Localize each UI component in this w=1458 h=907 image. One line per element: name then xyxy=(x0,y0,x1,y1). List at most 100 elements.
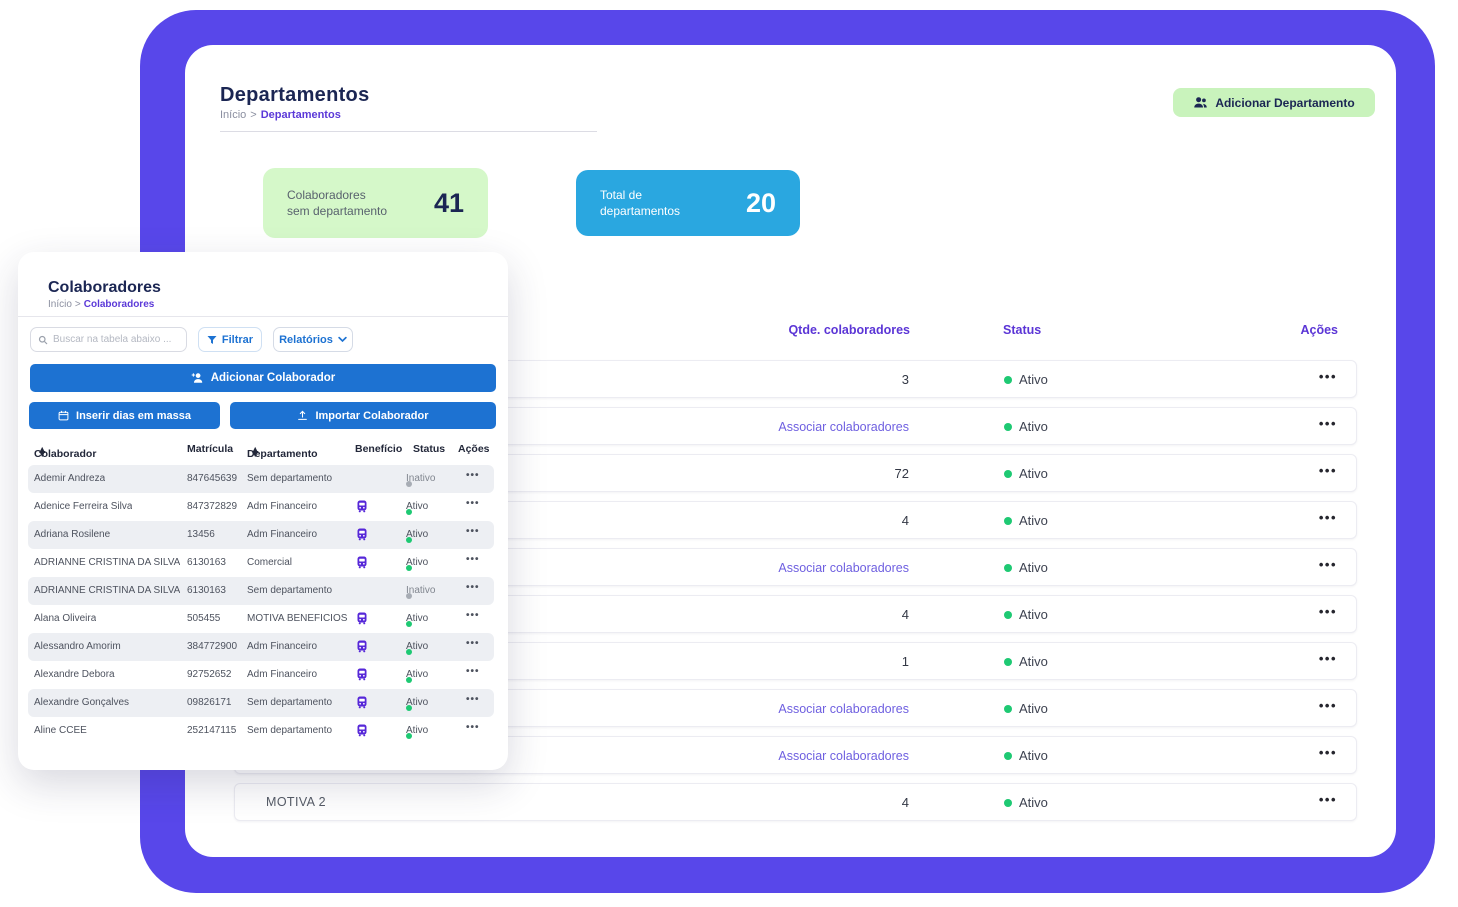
add-department-label: Adicionar Departamento xyxy=(1215,95,1355,110)
status-dot-icon xyxy=(406,537,412,543)
reports-button[interactable]: Relatórios xyxy=(273,327,353,352)
status-label: Ativo xyxy=(406,641,429,652)
collaborator-name: Adenice Ferreira Silva xyxy=(34,501,133,512)
status-label: Ativo xyxy=(406,669,429,680)
status-badge: Ativo xyxy=(1004,466,1048,481)
status-badge: Ativo xyxy=(1004,607,1048,622)
status-label: Inativo xyxy=(406,473,436,484)
row-actions-ellipsis-icon[interactable]: ••• xyxy=(466,526,480,537)
row-actions-ellipsis-icon[interactable]: ••• xyxy=(1318,463,1337,478)
filter-button[interactable]: Filtrar xyxy=(198,327,262,352)
breadcrumb: Início > Departamentos xyxy=(220,109,341,121)
department-qty-cell: Associar colaboradores xyxy=(778,560,909,575)
collaborator-row: Alexandre Gonçalves 09826171 Sem departa… xyxy=(28,689,494,717)
collaborator-row: Ademir Andreza 847645639 Sem departament… xyxy=(28,465,494,493)
column-header-actions: Ações xyxy=(1300,323,1338,337)
breadcrumb-current: Colaboradores xyxy=(83,299,155,310)
collaborator-id: 6130163 xyxy=(187,557,226,568)
status-dot-icon xyxy=(406,705,412,711)
bus-benefit-icon xyxy=(356,668,368,681)
import-collaborator-button[interactable]: Importar Colaborador xyxy=(230,402,496,429)
collaborators-table: Colaborador ▲ ▼ Matrícula Departamento ▲ ▼ B… xyxy=(28,438,494,739)
departments-table: Qtde. colaboradores Status Ações 3 Ativo… xyxy=(234,317,1357,821)
collaborator-id: 505455 xyxy=(187,613,221,624)
status-label: Ativo xyxy=(1019,372,1048,387)
chevron-down-icon xyxy=(338,336,347,343)
department-name: MOTIVA 2 xyxy=(266,795,326,809)
status-label: Ativo xyxy=(1019,419,1048,434)
overlay-breadcrumb: Início > Colaboradores xyxy=(48,299,154,310)
status-badge: Ativo xyxy=(406,697,428,711)
associate-collaborators-link[interactable]: Associar colaboradores xyxy=(778,702,909,716)
status-label: Ativo xyxy=(1019,560,1048,575)
row-actions-ellipsis-icon[interactable]: ••• xyxy=(1318,369,1337,384)
search-box xyxy=(30,327,187,352)
row-actions-ellipsis-icon[interactable]: ••• xyxy=(466,498,480,509)
row-actions-ellipsis-icon[interactable]: ••• xyxy=(1318,557,1337,572)
status-label: Ativo xyxy=(1019,795,1048,810)
sort-icon[interactable]: ▲ ▼ xyxy=(37,444,48,460)
search-input[interactable] xyxy=(53,334,179,345)
departments-table-body: 3 Ativo ••• Associar colaboradores Ativo… xyxy=(234,360,1357,830)
row-actions-ellipsis-icon[interactable]: ••• xyxy=(1318,604,1337,619)
collaborator-name: Ademir Andreza xyxy=(34,473,106,484)
row-actions-ellipsis-icon[interactable]: ••• xyxy=(1318,651,1337,666)
row-actions-ellipsis-icon[interactable]: ••• xyxy=(466,610,480,621)
collaborator-id: 09826171 xyxy=(187,697,232,708)
collaborator-name: Adriana Rosilene xyxy=(34,529,111,540)
row-actions-ellipsis-icon[interactable]: ••• xyxy=(1318,416,1337,431)
status-dot-icon xyxy=(406,509,412,515)
row-actions-ellipsis-icon[interactable]: ••• xyxy=(1318,510,1337,525)
collaborator-department: Sem departamento xyxy=(247,697,333,708)
calendar-icon xyxy=(58,410,69,421)
column-header-actions: Ações xyxy=(458,443,490,455)
row-actions-ellipsis-icon[interactable]: ••• xyxy=(466,554,480,565)
department-qty-cell: 4 xyxy=(901,513,909,528)
associate-collaborators-link[interactable]: Associar colaboradores xyxy=(778,749,909,763)
bus-benefit-icon xyxy=(356,640,368,653)
row-actions-ellipsis-icon[interactable]: ••• xyxy=(466,582,480,593)
row-actions-ellipsis-icon[interactable]: ••• xyxy=(466,638,480,649)
status-badge: Ativo xyxy=(406,613,428,627)
row-actions-ellipsis-icon[interactable]: ••• xyxy=(1318,698,1337,713)
collaborators-table-header: Colaborador ▲ ▼ Matrícula Departamento ▲ ▼ B… xyxy=(34,443,490,460)
department-row: MOTIVA 2 4 Ativo ••• xyxy=(234,783,1357,821)
breadcrumb-separator: > xyxy=(74,299,81,310)
collaborator-id: 384772900 xyxy=(187,641,238,652)
collaborator-name: Alexandre Gonçalves xyxy=(34,697,130,708)
column-header-benefit: Benefício xyxy=(355,443,403,455)
add-collaborator-button[interactable]: Adicionar Colaborador xyxy=(30,364,496,392)
row-actions-ellipsis-icon[interactable]: ••• xyxy=(466,722,480,733)
row-actions-ellipsis-icon[interactable]: ••• xyxy=(466,470,480,481)
department-qty-cell: Associar colaboradores xyxy=(778,701,909,716)
bulk-insert-days-button[interactable]: Inserir dias em massa xyxy=(29,402,220,429)
status-dot-icon xyxy=(1004,469,1012,478)
breadcrumb-home[interactable]: Início xyxy=(220,109,247,121)
status-label: Ativo xyxy=(406,501,429,512)
row-actions-ellipsis-icon[interactable]: ••• xyxy=(1318,792,1337,807)
status-dot-icon xyxy=(406,649,412,655)
collaborator-row: Alexandre Debora 92752652 Adm Financeiro… xyxy=(28,661,494,689)
status-label: Ativo xyxy=(1019,748,1048,763)
status-badge: Ativo xyxy=(1004,419,1048,434)
row-actions-ellipsis-icon[interactable]: ••• xyxy=(466,666,480,677)
add-department-button[interactable]: Adicionar Departamento xyxy=(1173,88,1375,117)
reports-label: Relatórios xyxy=(279,333,333,346)
funnel-icon xyxy=(207,335,217,345)
department-qty-cell: 4 xyxy=(901,607,909,622)
stat-collaborators-without-department: Colaboradores sem departamento 41 xyxy=(263,168,488,238)
status-dot-icon xyxy=(1004,563,1012,572)
stat-label: Total de departamentos xyxy=(600,188,681,218)
overlay-title: Colaboradores xyxy=(48,279,161,296)
row-actions-ellipsis-icon[interactable]: ••• xyxy=(1318,745,1337,760)
row-actions-ellipsis-icon[interactable]: ••• xyxy=(466,694,480,705)
collaborator-id: 92752652 xyxy=(187,669,232,680)
associate-collaborators-link[interactable]: Associar colaboradores xyxy=(778,561,909,575)
status-badge: Ativo xyxy=(1004,748,1048,763)
associate-collaborators-link[interactable]: Associar colaboradores xyxy=(778,420,909,434)
status-dot-icon xyxy=(1004,422,1012,431)
sort-icon[interactable]: ▲ ▼ xyxy=(250,444,261,460)
breadcrumb-home[interactable]: Início xyxy=(48,299,72,310)
bus-benefit-icon xyxy=(356,500,368,513)
collaborator-department: MOTIVA BENEFICIOS xyxy=(247,613,348,624)
